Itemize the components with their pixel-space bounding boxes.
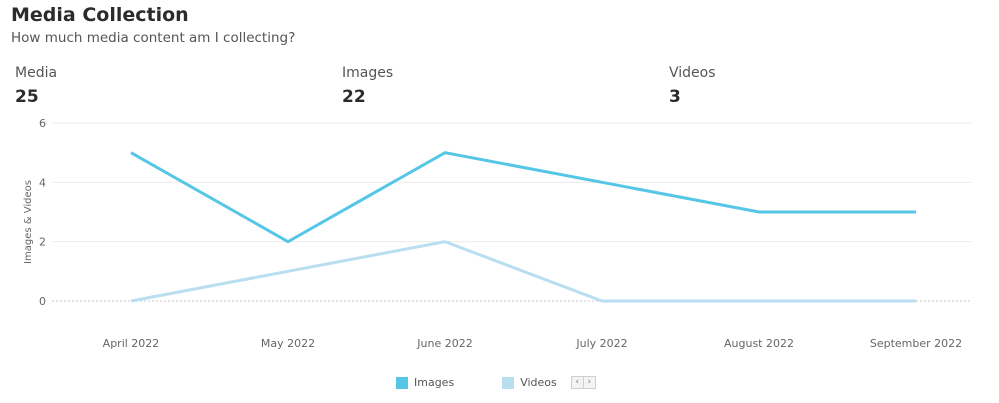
series-line-videos[interactable] bbox=[130, 240, 916, 303]
kpi-media-value: 25 bbox=[15, 87, 39, 107]
data-point-images[interactable] bbox=[755, 208, 763, 216]
legend-label-videos: Videos bbox=[520, 376, 557, 389]
x-tick-label: August 2022 bbox=[724, 337, 794, 350]
data-point-videos[interactable] bbox=[755, 297, 763, 305]
chevron-left-icon[interactable]: ‹ bbox=[571, 377, 583, 388]
y-tick-label: 6 bbox=[39, 117, 46, 130]
page-title: Media Collection bbox=[11, 4, 189, 26]
x-tick-label: May 2022 bbox=[261, 337, 315, 350]
legend: Images Videos ‹ › bbox=[396, 376, 596, 389]
kpi-videos-label: Videos bbox=[669, 65, 716, 81]
data-point-videos[interactable] bbox=[441, 238, 449, 246]
y-axis-title: Images & Videos bbox=[23, 180, 34, 264]
data-point-videos[interactable] bbox=[912, 297, 920, 305]
data-point-images[interactable] bbox=[441, 149, 449, 157]
kpi-images-value: 22 bbox=[342, 87, 366, 107]
data-point-images[interactable] bbox=[127, 149, 135, 157]
kpi-images-label: Images bbox=[342, 65, 394, 81]
series-line-images[interactable] bbox=[130, 151, 916, 244]
x-tick-label: April 2022 bbox=[103, 337, 160, 350]
data-point-videos[interactable] bbox=[127, 297, 135, 305]
data-point-images[interactable] bbox=[912, 208, 920, 216]
y-tick-label: 4 bbox=[39, 176, 46, 189]
data-point-images[interactable] bbox=[598, 178, 606, 186]
kpi-videos-value: 3 bbox=[669, 87, 681, 107]
y-tick-label: 0 bbox=[39, 295, 46, 308]
y-tick-label: 2 bbox=[39, 236, 46, 249]
legend-item-videos[interactable]: Videos bbox=[502, 376, 557, 389]
kpi-images: Images 22 bbox=[342, 64, 393, 107]
x-tick-label: September 2022 bbox=[870, 337, 962, 350]
chevron-right-icon[interactable]: › bbox=[582, 377, 595, 388]
legend-swatch-videos bbox=[502, 376, 515, 389]
page-subtitle: How much media content am I collecting? bbox=[11, 30, 296, 46]
legend-nav: ‹ › bbox=[570, 376, 596, 389]
kpi-videos: Videos 3 bbox=[669, 64, 716, 107]
kpi-media-label: Media bbox=[15, 65, 58, 81]
data-point-images[interactable] bbox=[284, 238, 292, 246]
legend-swatch-images bbox=[396, 376, 408, 389]
x-tick-label: June 2022 bbox=[416, 337, 472, 350]
x-tick-label: July 2022 bbox=[575, 337, 627, 350]
legend-label-images: Images bbox=[414, 376, 455, 389]
data-point-videos[interactable] bbox=[598, 297, 606, 305]
data-point-videos[interactable] bbox=[284, 267, 292, 275]
kpi-media: Media 25 bbox=[15, 64, 57, 107]
legend-item-images[interactable]: Images bbox=[396, 376, 454, 389]
